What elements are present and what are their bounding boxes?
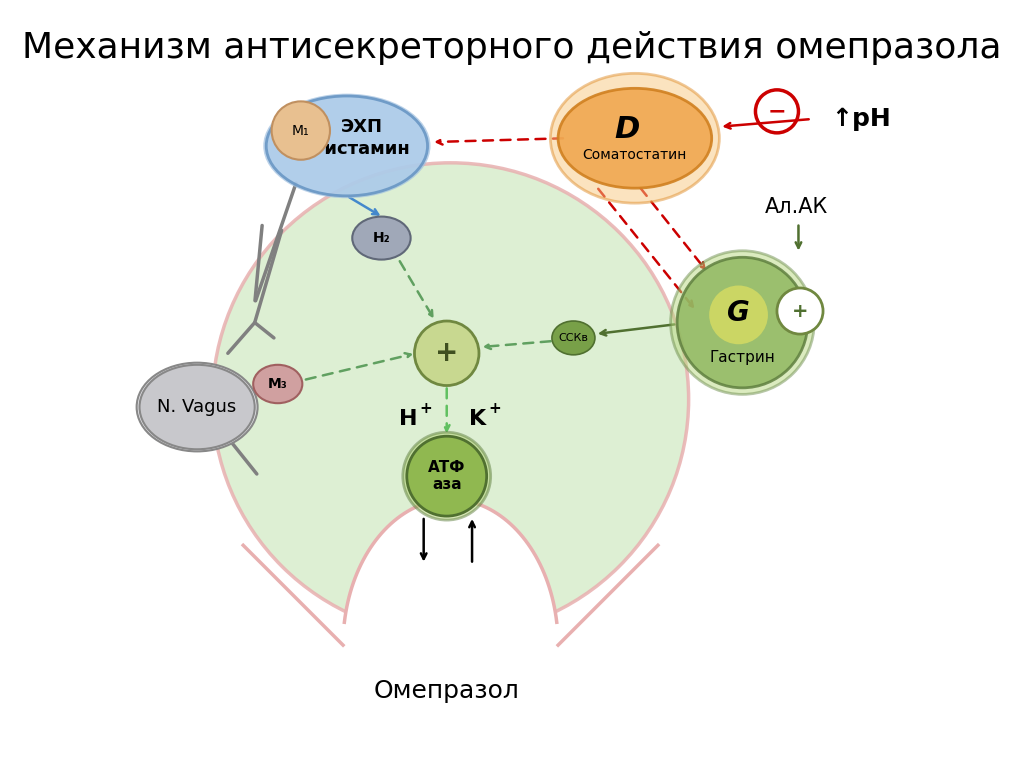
Ellipse shape: [271, 101, 330, 160]
Ellipse shape: [266, 96, 428, 196]
Text: H₂: H₂: [373, 231, 390, 245]
Text: N. Vagus: N. Vagus: [158, 398, 237, 416]
Text: +: +: [420, 401, 432, 416]
Ellipse shape: [213, 163, 689, 636]
Ellipse shape: [677, 257, 808, 388]
Text: Омепразол: Омепразол: [374, 679, 519, 703]
Text: K: K: [469, 409, 486, 429]
Ellipse shape: [343, 499, 558, 768]
Ellipse shape: [352, 217, 411, 260]
Ellipse shape: [415, 321, 479, 386]
Text: M₁: M₁: [292, 124, 309, 137]
Text: D: D: [614, 114, 640, 144]
Ellipse shape: [777, 288, 823, 334]
Ellipse shape: [671, 251, 814, 395]
Text: G: G: [727, 300, 750, 327]
Ellipse shape: [136, 362, 258, 452]
Text: ЭХП
Гистамин: ЭХП Гистамин: [314, 118, 411, 158]
Text: +: +: [435, 339, 459, 367]
Ellipse shape: [551, 74, 720, 203]
Text: H: H: [399, 409, 418, 429]
Ellipse shape: [407, 436, 486, 516]
Ellipse shape: [710, 286, 768, 344]
Text: Ал.АК: Ал.АК: [765, 197, 827, 217]
Ellipse shape: [558, 88, 712, 188]
Text: ССКв: ССКв: [558, 333, 589, 343]
Text: Механизм антисекреторного действия омепразола: Механизм антисекреторного действия омепр…: [23, 31, 1001, 65]
Ellipse shape: [402, 432, 490, 520]
Ellipse shape: [139, 365, 255, 449]
Ellipse shape: [253, 365, 302, 403]
Text: Гастрин: Гастрин: [710, 349, 775, 365]
Text: −: −: [768, 101, 786, 121]
Text: M₃: M₃: [268, 377, 288, 391]
Text: АТФ
аза: АТФ аза: [428, 460, 465, 492]
Text: +: +: [792, 302, 808, 320]
Text: Соматостатин: Соматостатин: [583, 148, 687, 162]
Text: ↑pH: ↑pH: [830, 107, 891, 131]
Ellipse shape: [264, 95, 429, 197]
Ellipse shape: [552, 321, 595, 355]
Text: +: +: [488, 401, 502, 416]
